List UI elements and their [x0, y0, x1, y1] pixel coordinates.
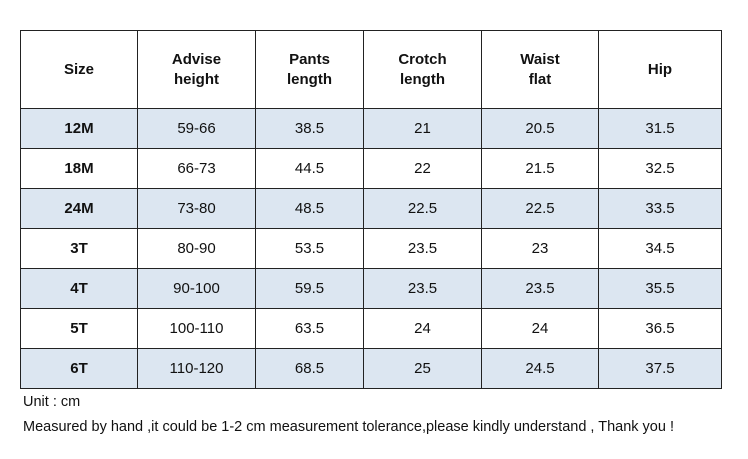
value-cell: 35.5: [598, 268, 722, 309]
value-cell: 22: [363, 148, 482, 189]
size-table: Size Advise height Pants length Crotch length W…: [20, 30, 722, 389]
value-cell: 110-120: [137, 348, 256, 389]
value-cell: 66-73: [137, 148, 256, 189]
size-cell: 5T: [20, 308, 138, 349]
value-cell: 24.5: [481, 348, 599, 389]
size-cell: 4T: [20, 268, 138, 309]
value-cell: 23.5: [363, 268, 482, 309]
value-cell: 23.5: [481, 268, 599, 309]
header-line: Pants: [289, 50, 330, 68]
header-cell: Pants length: [255, 30, 364, 109]
table-row: 6T 110-120 68.5 25 24.5 37.5: [20, 348, 722, 389]
value-cell: 37.5: [598, 348, 722, 389]
value-cell: 100-110: [137, 308, 256, 349]
header-line: length: [287, 70, 332, 88]
table-row: 12M 59-66 38.5 21 20.5 31.5: [20, 108, 722, 149]
table-body: 12M 59-66 38.5 21 20.5 31.5 18M 66-73 44.5 22 21.5…: [20, 108, 722, 389]
value-cell: 23: [481, 228, 599, 269]
value-cell: 22.5: [363, 188, 482, 229]
value-cell: 68.5: [255, 348, 364, 389]
measurement-note: Measured by hand ,it could be 1-2 cm mea…: [23, 419, 674, 435]
value-cell: 22.5: [481, 188, 599, 229]
value-cell: 73-80: [137, 188, 256, 229]
value-cell: 80-90: [137, 228, 256, 269]
header-row: Size Advise height Pants length Crotch length W…: [20, 30, 722, 109]
value-cell: 21.5: [481, 148, 599, 189]
header-line: Size: [63, 60, 94, 78]
header-cell: Size: [20, 30, 138, 109]
value-cell: 20.5: [481, 108, 599, 149]
size-cell: 18M: [20, 148, 138, 189]
value-cell: 34.5: [598, 228, 722, 269]
value-cell: 21: [363, 108, 482, 149]
header-line: Advise: [171, 50, 222, 68]
value-cell: 48.5: [255, 188, 364, 229]
header-line: height: [174, 70, 219, 88]
header-cell: Hip: [598, 30, 722, 109]
value-cell: 33.5: [598, 188, 722, 229]
value-cell: 38.5: [255, 108, 364, 149]
size-cell: 3T: [20, 228, 138, 269]
table-row: 24M 73-80 48.5 22.5 22.5 33.5: [20, 188, 722, 229]
size-cell: 12M: [20, 108, 138, 149]
table-row: 18M 66-73 44.5 22 21.5 32.5: [20, 148, 722, 189]
header-line: Waist: [520, 50, 560, 68]
size-cell: 6T: [20, 348, 138, 389]
value-cell: 59-66: [137, 108, 256, 149]
header-cell: Advise height: [137, 30, 256, 109]
value-cell: 24: [481, 308, 599, 349]
value-cell: 90-100: [137, 268, 256, 309]
header-line: Hip: [647, 60, 673, 78]
header-line: flat: [528, 70, 552, 88]
unit-note: Unit : cm: [23, 394, 81, 410]
value-cell: 23.5: [363, 228, 482, 269]
header-line: length: [400, 70, 445, 88]
value-cell: 44.5: [255, 148, 364, 189]
value-cell: 59.5: [255, 268, 364, 309]
table-row: 4T 90-100 59.5 23.5 23.5 35.5: [20, 268, 722, 309]
value-cell: 32.5: [598, 148, 722, 189]
header-cell: Waist flat: [481, 30, 599, 109]
value-cell: 53.5: [255, 228, 364, 269]
table-row: 5T 100-110 63.5 24 24 36.5: [20, 308, 722, 349]
header-cell: Crotch length: [363, 30, 482, 109]
value-cell: 25: [363, 348, 482, 389]
size-cell: 24M: [20, 188, 138, 229]
table-row: 3T 80-90 53.5 23.5 23 34.5: [20, 228, 722, 269]
value-cell: 24: [363, 308, 482, 349]
header-line: Crotch: [398, 50, 447, 68]
value-cell: 36.5: [598, 308, 722, 349]
value-cell: 63.5: [255, 308, 364, 349]
value-cell: 31.5: [598, 108, 722, 149]
